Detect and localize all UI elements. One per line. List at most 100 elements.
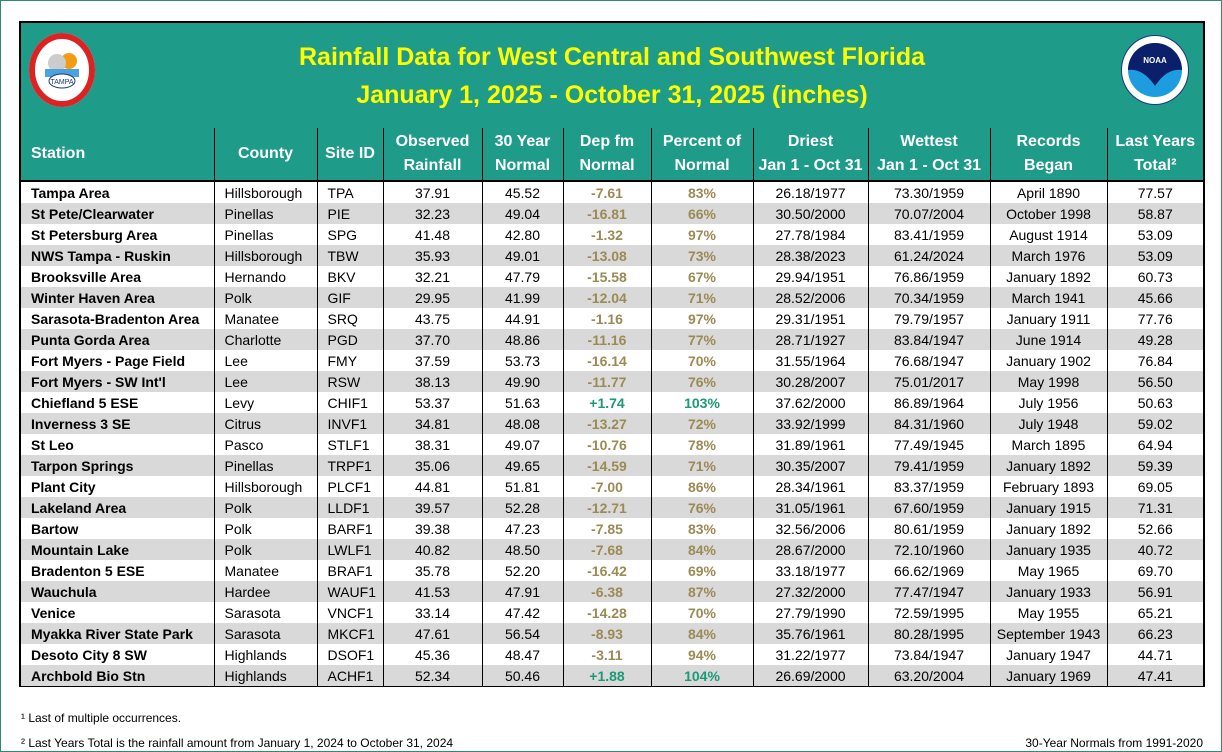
records-began-cell: January 1892 bbox=[989, 455, 1107, 476]
table-row: Tampa Area Hillsborough TPA 37.91 45.52 -7.61… bbox=[21, 181, 1203, 203]
county-cell: Pinellas bbox=[213, 224, 317, 245]
records-began-cell: October 1998 bbox=[989, 203, 1107, 224]
observed-cell: 34.81 bbox=[382, 413, 482, 434]
site-id-cell: WAUF1 bbox=[316, 581, 383, 602]
wettest-cell: 70.34/1959 bbox=[867, 287, 990, 308]
observed-cell: 32.23 bbox=[382, 203, 482, 224]
departure-cell: -13.27 bbox=[562, 413, 651, 434]
site-id-cell: INVF1 bbox=[316, 413, 383, 434]
county-cell: Sarasota bbox=[213, 623, 317, 644]
county-cell: Polk bbox=[213, 287, 317, 308]
footnote-1: ¹ Last of multiple occurrences. bbox=[21, 711, 182, 725]
column-header: 30 Year Normal bbox=[481, 128, 563, 181]
driest-cell: 28.52/2006 bbox=[752, 287, 868, 308]
departure-cell: -14.59 bbox=[562, 455, 651, 476]
station-cell: St Petersburg Area bbox=[31, 226, 158, 243]
percent-cell: 94% bbox=[650, 644, 753, 665]
county-cell: Lee bbox=[213, 350, 317, 371]
county-cell: Pinellas bbox=[213, 455, 317, 476]
county-cell: Citrus bbox=[213, 413, 317, 434]
station-cell: Sarasota-Bradenton Area bbox=[31, 310, 200, 327]
normal-cell: 49.04 bbox=[481, 203, 563, 224]
percent-cell: 97% bbox=[650, 224, 753, 245]
table-row: Mountain Lake Polk LWLF1 40.82 48.50 -7.68 84%… bbox=[21, 539, 1203, 560]
table-row: St Leo Pasco STLF1 38.31 49.07 -10.76 78% 31.89… bbox=[21, 434, 1203, 455]
normal-cell: 41.99 bbox=[481, 287, 563, 308]
column-header: Last Years Total² bbox=[1106, 128, 1203, 181]
table-row: Inverness 3 SE Citrus INVF1 34.81 48.08 -13.2… bbox=[21, 413, 1203, 434]
last-year-total-cell: 56.50 bbox=[1106, 371, 1203, 392]
observed-cell: 35.06 bbox=[382, 455, 482, 476]
svg-text:TAMPA: TAMPA bbox=[50, 79, 73, 86]
table-row: Sarasota-Bradenton Area Manatee SRQ 43.75 44… bbox=[21, 308, 1203, 329]
last-year-total-cell: 49.28 bbox=[1106, 329, 1203, 350]
last-year-total-cell: 69.05 bbox=[1106, 476, 1203, 497]
page-subtitle: January 1, 2025 - October 31, 2025 (inch… bbox=[356, 81, 868, 109]
normal-cell: 47.79 bbox=[481, 266, 563, 287]
percent-cell: 71% bbox=[650, 287, 753, 308]
departure-cell: -7.61 bbox=[562, 181, 651, 203]
county-cell: Hillsborough bbox=[213, 245, 317, 266]
normal-cell: 52.20 bbox=[481, 560, 563, 581]
records-began-cell: August 1914 bbox=[989, 224, 1107, 245]
last-year-total-cell: 44.71 bbox=[1106, 644, 1203, 665]
table-row: Wauchula Hardee WAUF1 41.53 47.91 -6.38 87% 27.… bbox=[21, 581, 1203, 602]
driest-cell: 28.34/1961 bbox=[752, 476, 868, 497]
wettest-cell: 76.86/1959 bbox=[867, 266, 990, 287]
county-cell: Hardee bbox=[213, 581, 317, 602]
driest-cell: 37.62/2000 bbox=[752, 392, 868, 413]
driest-cell: 27.32/2000 bbox=[752, 581, 868, 602]
station-cell: Myakka River State Park bbox=[31, 625, 193, 642]
percent-cell: 84% bbox=[650, 623, 753, 644]
normal-cell: 47.23 bbox=[481, 518, 563, 539]
column-header: Wettest Jan 1 - Oct 31 bbox=[867, 128, 990, 181]
wettest-cell: 66.62/1969 bbox=[867, 560, 990, 581]
county-cell: Polk bbox=[213, 539, 317, 560]
footnote-2: ² Last Years Total is the rainfall amoun… bbox=[21, 736, 454, 750]
last-year-total-cell: 66.23 bbox=[1106, 623, 1203, 644]
rainfall-table-sheet: TAMPA Rainfall Data for West Central and… bbox=[19, 21, 1205, 687]
last-year-total-cell: 59.02 bbox=[1106, 413, 1203, 434]
table-row: Punta Gorda Area Charlotte PGD 37.70 48.86 -1… bbox=[21, 329, 1203, 350]
departure-cell: -1.16 bbox=[562, 308, 651, 329]
site-id-cell: RSW bbox=[316, 371, 383, 392]
driest-cell: 28.71/1927 bbox=[752, 329, 868, 350]
last-year-total-cell: 50.63 bbox=[1106, 392, 1203, 413]
table-row: Fort Myers - Page Field Lee FMY 37.59 53.73-… bbox=[21, 350, 1203, 371]
observed-cell: 33.14 bbox=[382, 602, 482, 623]
site-id-cell: PGD bbox=[316, 329, 383, 350]
normal-cell: 45.52 bbox=[481, 181, 563, 203]
records-began-cell: June 1914 bbox=[989, 329, 1107, 350]
normal-cell: 51.81 bbox=[481, 476, 563, 497]
site-id-cell: TRPF1 bbox=[316, 455, 383, 476]
percent-cell: 70% bbox=[650, 350, 753, 371]
percent-cell: 67% bbox=[650, 266, 753, 287]
departure-cell: -11.77 bbox=[562, 371, 651, 392]
last-year-total-cell: 77.76 bbox=[1106, 308, 1203, 329]
departure-cell: -14.28 bbox=[562, 602, 651, 623]
station-cell: Desoto City 8 SW bbox=[31, 646, 147, 663]
departure-cell: -3.11 bbox=[562, 644, 651, 665]
normal-cell: 49.90 bbox=[481, 371, 563, 392]
observed-cell: 35.93 bbox=[382, 245, 482, 266]
site-id-cell: BARF1 bbox=[316, 518, 383, 539]
county-cell: Polk bbox=[213, 497, 317, 518]
station-cell: Inverness 3 SE bbox=[31, 415, 131, 432]
last-year-total-cell: 56.91 bbox=[1106, 581, 1203, 602]
driest-cell: 33.18/1977 bbox=[752, 560, 868, 581]
county-cell: Polk bbox=[213, 518, 317, 539]
driest-cell: 26.18/1977 bbox=[752, 181, 868, 203]
table-row: Plant City Hillsborough PLCF1 44.81 51.81 -7.… bbox=[21, 476, 1203, 497]
driest-cell: 31.22/1977 bbox=[752, 644, 868, 665]
wettest-cell: 73.30/1959 bbox=[867, 181, 990, 203]
station-cell: St Leo bbox=[31, 436, 74, 453]
last-year-total-cell: 76.84 bbox=[1106, 350, 1203, 371]
percent-cell: 69% bbox=[650, 560, 753, 581]
wettest-cell: 67.60/1959 bbox=[867, 497, 990, 518]
nws-tampa-bay-logo: TAMPA bbox=[29, 33, 95, 107]
departure-cell: -6.38 bbox=[562, 581, 651, 602]
last-year-total-cell: 40.72 bbox=[1106, 539, 1203, 560]
driest-cell: 28.38/2023 bbox=[752, 245, 868, 266]
station-cell: Punta Gorda Area bbox=[31, 331, 150, 348]
last-year-total-cell: 59.39 bbox=[1106, 455, 1203, 476]
